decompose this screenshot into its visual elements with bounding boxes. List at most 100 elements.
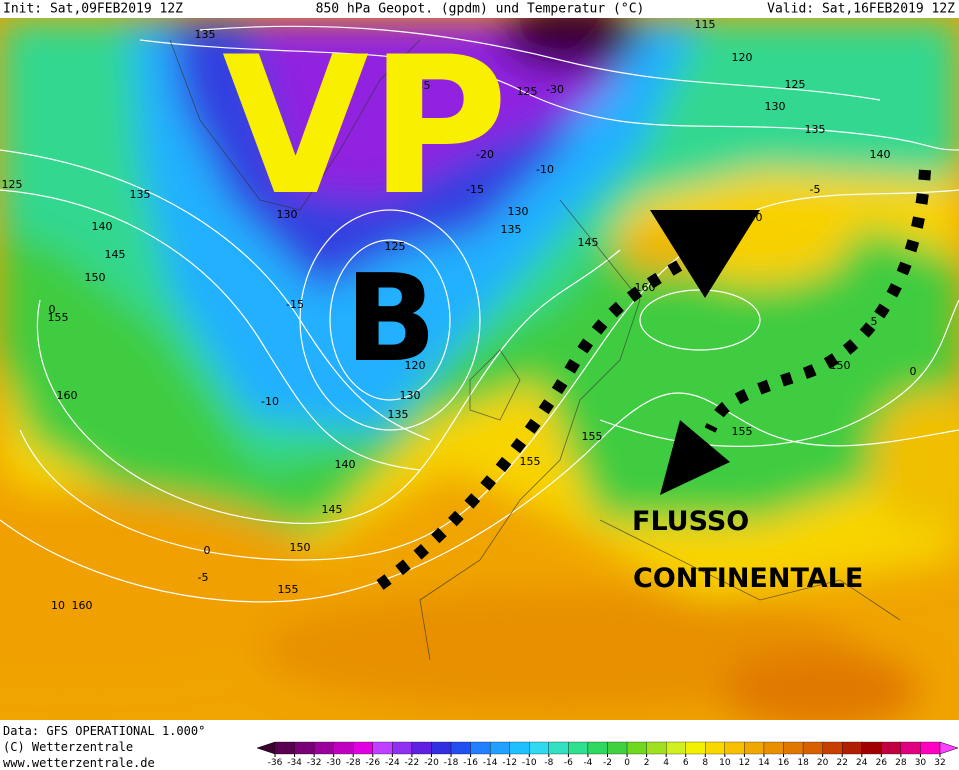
colorbar-segment — [450, 741, 471, 755]
colorbar-tick-label: -36 — [268, 758, 283, 768]
colorbar-arrow — [256, 741, 276, 755]
colorbar-tick-label: -4 — [583, 758, 592, 768]
colorbar-segment — [372, 741, 393, 755]
colorbar-segment — [685, 741, 706, 755]
colorbar-segment — [333, 741, 354, 755]
contour-label: 135 — [195, 28, 216, 41]
contour-label: 140 — [870, 148, 891, 161]
contour-label: 130 — [400, 389, 421, 402]
colorbar-tick-label: -28 — [346, 758, 361, 768]
contour-label: 5 — [871, 315, 878, 328]
colorbar-tick-label: 0 — [624, 758, 630, 768]
colorbar-segment — [705, 741, 726, 755]
contour-label: 145 — [578, 236, 599, 249]
colorbar-tick-label: 16 — [778, 758, 790, 768]
contour-label: 140 — [92, 220, 113, 233]
colorbar-tick-label: 8 — [702, 758, 708, 768]
colorbar-tick-label: -6 — [564, 758, 573, 768]
contour-label: 135 — [388, 408, 409, 421]
arrow-head — [650, 210, 760, 298]
contour-label: 0 — [910, 365, 917, 378]
colorbar-tick-label: -14 — [483, 758, 498, 768]
contour-label: 155 — [582, 430, 603, 443]
colorbar-tick-label: -22 — [405, 758, 420, 768]
contour-label: 140 — [335, 458, 356, 471]
contour-label: 135 — [805, 123, 826, 136]
colorbar-tick-label: -32 — [307, 758, 322, 768]
contour-label: -10 — [536, 163, 554, 176]
colorbar-tick-label: 28 — [895, 758, 907, 768]
contour-label: -5 — [198, 571, 209, 584]
colorbar-tick-label: 2 — [644, 758, 650, 768]
colorbar-tick-label: 12 — [739, 758, 750, 768]
contour-label: 145 — [322, 503, 343, 516]
contour-label: 145 — [105, 248, 126, 261]
colorbar-tick-label: -34 — [287, 758, 302, 768]
colorbar-segment — [489, 741, 510, 755]
contour-label: 125 — [2, 178, 23, 191]
contour-label: 135 — [501, 223, 522, 236]
contour-label: 120 — [405, 359, 426, 372]
contour-label: -5 — [810, 183, 821, 196]
colorbar-tick-label: -8 — [544, 758, 553, 768]
colorbar-segment — [763, 741, 784, 755]
colorbar-segment — [861, 741, 882, 755]
colorbar-tick-label: -10 — [522, 758, 537, 768]
colorbar-tick-label: 18 — [797, 758, 809, 768]
colorbar-tick-label: -2 — [603, 758, 612, 768]
colorbar-segment — [431, 741, 452, 755]
colorbar-tick-label: 22 — [836, 758, 847, 768]
valid-time: Valid: Sat,16FEB2019 12Z — [767, 2, 955, 17]
colorbar-segment — [548, 741, 569, 755]
colorbar-segment — [313, 741, 334, 755]
contour-label: 160 — [72, 599, 93, 612]
contour-label: 160 — [57, 389, 78, 402]
contour-label: 125 — [785, 78, 806, 91]
contour-label: -20 — [476, 148, 494, 161]
colorbar-segment — [626, 741, 647, 755]
colorbar-segment — [783, 741, 804, 755]
colorbar-segment — [411, 741, 432, 755]
contour-label: 120 — [732, 51, 753, 64]
colorbar-segment — [274, 741, 295, 755]
colorbar-segment — [881, 741, 902, 755]
header-bar — [0, 0, 959, 18]
colorbar-tick-label: 32 — [934, 758, 945, 768]
contour-label: 155 — [48, 311, 69, 324]
colorbar-tick-label: -18 — [444, 758, 459, 768]
contour-label: 0 — [49, 303, 56, 316]
colorbar-segment — [920, 741, 941, 755]
colorbar-segment — [724, 741, 745, 755]
contour-label: 150 — [290, 541, 311, 554]
colorbar-segment — [646, 741, 667, 755]
colorbar-segment — [900, 741, 921, 755]
colorbar-segment — [666, 741, 686, 755]
colorbar-tick-label: 24 — [856, 758, 868, 768]
colorbar-segment — [294, 741, 315, 755]
colorbar-tick-label: 20 — [817, 758, 829, 768]
init-time: Init: Sat,09FEB2019 12Z — [3, 2, 183, 17]
colorbar-tick-label: 6 — [683, 758, 689, 768]
contour-label: 155 — [732, 425, 753, 438]
colorbar-tick-label: -30 — [326, 758, 341, 768]
colorbar-segment — [822, 741, 843, 755]
contour-label: 115 — [695, 18, 716, 31]
contour-label: 10 — [51, 599, 65, 612]
contour-label: 150 — [830, 359, 851, 372]
flow-label: CONTINENTALE — [633, 563, 863, 594]
colorbar-segment — [353, 741, 373, 755]
colorbar-arrow — [939, 741, 959, 755]
contours — [0, 25, 959, 603]
contour-label: 160 — [635, 281, 656, 294]
contour-label: 135 — [130, 188, 151, 201]
colorbar-tick-label: 26 — [876, 758, 888, 768]
colorbar-segment — [509, 741, 530, 755]
map-title: 850 hPa Geopot. (gpdm) und Temperatur (°… — [316, 2, 645, 17]
contour-label: 135 — [410, 79, 431, 92]
contour-label: 0 — [204, 544, 211, 557]
colorbar-segment — [392, 741, 413, 755]
colorbar: -36 -34 -32 -30 -28 -26 -24 -22 -20 -18 -16 -14 -12-… — [256, 741, 959, 768]
contour-label: 150 — [85, 271, 106, 284]
contour-label: -10 — [261, 395, 279, 408]
